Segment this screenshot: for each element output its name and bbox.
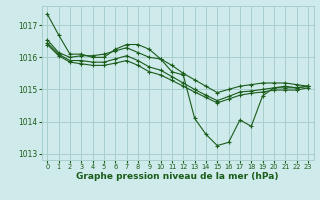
X-axis label: Graphe pression niveau de la mer (hPa): Graphe pression niveau de la mer (hPa)	[76, 172, 279, 181]
